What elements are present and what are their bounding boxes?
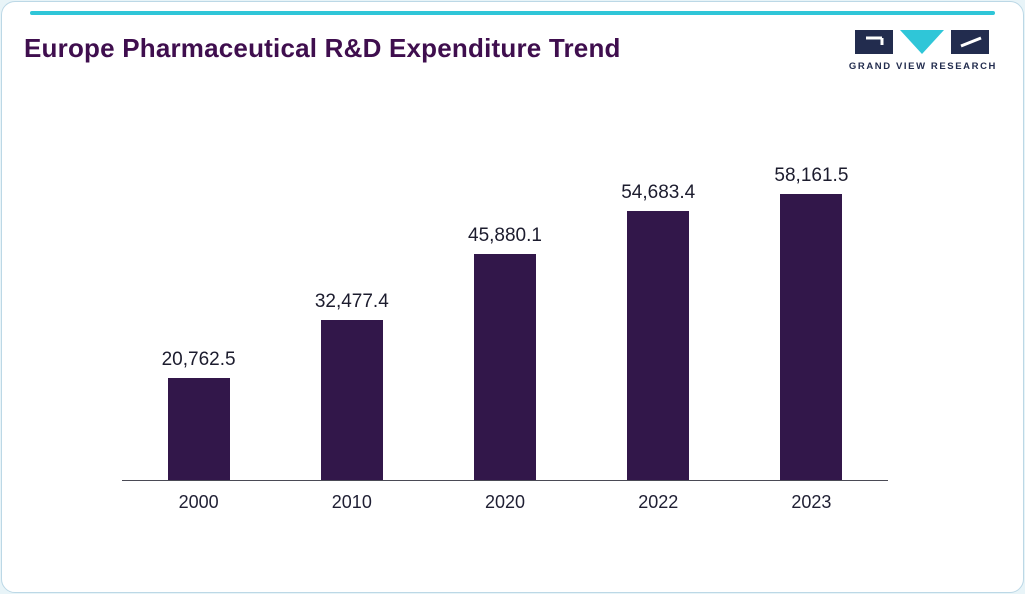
x-axis-label: 2022 bbox=[638, 492, 679, 512]
header: Europe Pharmaceutical R&D Expenditure Tr… bbox=[2, 15, 1023, 72]
bar-value-label: 45,880.1 bbox=[468, 225, 542, 247]
bar-value-label: 58,161.5 bbox=[774, 165, 849, 186]
bar-value-label: 20,762.5 bbox=[161, 348, 236, 370]
x-axis-label: 2023 bbox=[791, 492, 832, 512]
bar-group: 45,880.1 bbox=[428, 225, 581, 480]
bar bbox=[474, 254, 536, 480]
bar-group: 54,683.4 bbox=[582, 182, 735, 480]
bar bbox=[320, 320, 383, 480]
logo-wordmark: GRAND VIEW RESEARCH bbox=[848, 61, 997, 72]
bar-chart: 20,762.5 32,477.4 45,880.1 54,683.4 58,161.5… bbox=[122, 160, 888, 513]
x-axis-labels: 2000 2010 2020 2022 2023 bbox=[122, 481, 888, 513]
bar bbox=[780, 194, 843, 480]
bar-group: 58,161.5 bbox=[735, 165, 888, 480]
page-title: Europe Pharmaceutical R&D Expenditure Tr… bbox=[24, 33, 621, 63]
bars-track: 20,762.5 32,477.4 45,880.1 54,683.4 58,161.5 bbox=[122, 160, 888, 481]
grand-view-research-logo: GRAND VIEW RESEARCH bbox=[849, 29, 997, 72]
gvr-logo-icon bbox=[854, 30, 989, 54]
bar-value-label: 54,683.4 bbox=[621, 182, 696, 204]
bar bbox=[627, 211, 690, 480]
x-axis-label: 2020 bbox=[484, 492, 526, 512]
bar-group: 20,762.5 bbox=[122, 349, 275, 480]
top-accent-bar bbox=[30, 11, 995, 15]
bar-group: 32,477.4 bbox=[275, 291, 428, 480]
bar bbox=[167, 377, 230, 480]
x-axis-label: 2010 bbox=[331, 492, 372, 512]
x-axis-label: 2000 bbox=[178, 492, 219, 512]
bar-value-label: 32,477.4 bbox=[314, 291, 389, 313]
